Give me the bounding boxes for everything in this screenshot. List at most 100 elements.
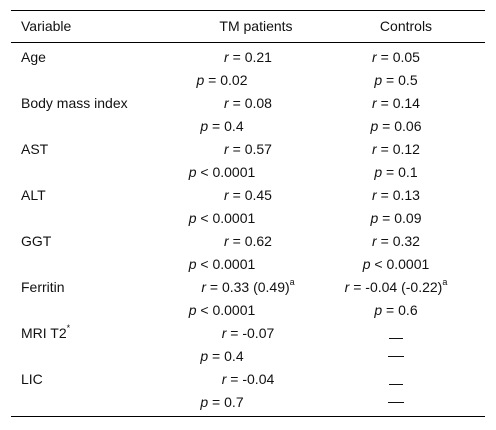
stat-value: 0.09 xyxy=(394,210,422,226)
stat-symbol: r xyxy=(344,279,350,295)
stat-symbol: r xyxy=(201,279,206,295)
tm-r-value: r = 0.45 xyxy=(158,186,338,204)
stat-operator: = xyxy=(208,118,225,134)
tm-r-value: r = 0.57 xyxy=(158,140,338,158)
stat-value: 0.7 xyxy=(224,394,244,410)
stat-symbol: p xyxy=(200,348,209,364)
footnote-marker: * xyxy=(66,323,71,334)
stat-symbol: r xyxy=(372,233,377,249)
tm-p-value: p < 0.0001 xyxy=(132,209,312,227)
variable-label: LIC xyxy=(21,370,43,388)
controls-p-value: p = 0.06 xyxy=(306,117,486,135)
stat-symbol: r xyxy=(221,325,227,341)
stat-operator: = xyxy=(228,49,245,65)
stat-symbol: r xyxy=(224,141,229,157)
stat-operator: = xyxy=(228,95,245,111)
stat-operator: = xyxy=(208,348,225,364)
empty-dash xyxy=(388,402,404,403)
header-controls: Controls xyxy=(379,18,433,34)
stat-value: 0.08 xyxy=(244,95,272,111)
variable-name: LIC xyxy=(21,371,43,387)
tm-p-value: p < 0.0001 xyxy=(132,301,312,319)
stat-value: 0.21 xyxy=(244,49,272,65)
stat-operator: = xyxy=(382,302,399,318)
stat-value: 0.12 xyxy=(392,141,420,157)
stat-symbol: p xyxy=(362,256,371,272)
stat-symbol: p xyxy=(188,302,197,318)
stat-value: 0.62 xyxy=(244,233,272,249)
stat-operator: = xyxy=(228,233,245,249)
tm-r-value: r = 0.21 xyxy=(158,48,338,66)
stat-symbol: r xyxy=(224,233,229,249)
stat-symbol: p xyxy=(200,118,209,134)
stat-value: -0.04 xyxy=(242,371,275,387)
stat-symbol: p xyxy=(370,210,379,226)
stat-symbol: p xyxy=(196,72,205,88)
controls-r-value: r = 0.13 xyxy=(306,186,486,204)
stat-value: 0.6 xyxy=(398,302,418,318)
stat-operator: < xyxy=(196,164,213,180)
table-top-rule xyxy=(11,10,485,11)
stat-value: 0.05 xyxy=(392,49,420,65)
variable-label: MRI T2* xyxy=(21,324,70,342)
variable-label: GGT xyxy=(21,232,51,250)
stat-symbol: p xyxy=(188,210,197,226)
stat-value: 0.45 xyxy=(244,187,272,203)
stat-operator: = xyxy=(378,118,395,134)
tm-p-value: p < 0.0001 xyxy=(132,255,312,273)
footnote-marker: a xyxy=(289,277,295,288)
variable-label: Age xyxy=(21,48,46,66)
stat-value: 0.0001 xyxy=(386,256,430,272)
stat-operator: = xyxy=(376,141,393,157)
empty-dash xyxy=(389,338,403,339)
controls-p-value: p < 0.0001 xyxy=(306,255,486,273)
empty-dash xyxy=(388,356,404,357)
stat-symbol: r xyxy=(372,49,377,65)
stat-operator: = xyxy=(382,72,399,88)
variable-name: Ferritin xyxy=(21,279,65,295)
stat-value: 0.02 xyxy=(220,72,248,88)
stat-operator: = xyxy=(378,210,395,226)
stat-operator: = xyxy=(376,233,393,249)
controls-r-value: r = 0.05 xyxy=(306,48,486,66)
stat-symbol: p xyxy=(374,302,383,318)
variable-label: ALT xyxy=(21,186,46,204)
stat-value: 0.0001 xyxy=(212,164,256,180)
stat-operator: = xyxy=(349,279,366,295)
controls-r-value: r = 0.32 xyxy=(306,232,486,250)
stat-value: 0.57 xyxy=(244,141,272,157)
stat-operator: = xyxy=(376,187,393,203)
controls-r-value: r = -0.04 (-0.22)a xyxy=(306,278,486,296)
header-variable: Variable xyxy=(21,18,72,34)
tm-r-value: r = -0.07 xyxy=(158,324,338,342)
stat-operator: = xyxy=(204,72,221,88)
tm-r-value: r = -0.04 xyxy=(158,370,338,388)
table-bottom-rule xyxy=(11,416,485,417)
stat-operator: = xyxy=(376,49,393,65)
tm-p-value: p = 0.7 xyxy=(132,393,312,411)
stat-operator: = xyxy=(208,394,225,410)
stat-value: 0.0001 xyxy=(212,256,256,272)
footnote-marker: a xyxy=(442,277,448,288)
stat-value: 0.33 (0.49) xyxy=(221,279,290,295)
stat-symbol: r xyxy=(372,187,377,203)
header-tm-patients: TM patients xyxy=(219,18,293,34)
stat-value: 0.4 xyxy=(224,118,244,134)
variable-name: Body mass index xyxy=(21,95,128,111)
stat-value: 0.0001 xyxy=(212,210,256,226)
variable-name: AST xyxy=(21,141,49,157)
tm-r-value: r = 0.62 xyxy=(158,232,338,250)
stat-symbol: r xyxy=(224,95,229,111)
stat-operator: < xyxy=(196,302,213,318)
stat-symbol: p xyxy=(200,394,209,410)
stat-value: 0.06 xyxy=(394,118,422,134)
stat-value: 0.13 xyxy=(392,187,420,203)
stat-value: 0.5 xyxy=(398,72,418,88)
controls-p-value: p = 0.6 xyxy=(306,301,486,319)
stat-operator: = xyxy=(376,95,393,111)
tm-p-value: p = 0.4 xyxy=(132,117,312,135)
variable-name: GGT xyxy=(21,233,52,249)
stat-symbol: r xyxy=(224,49,229,65)
stat-value: 0.32 xyxy=(392,233,420,249)
variable-name: MRI T2 xyxy=(21,325,67,341)
